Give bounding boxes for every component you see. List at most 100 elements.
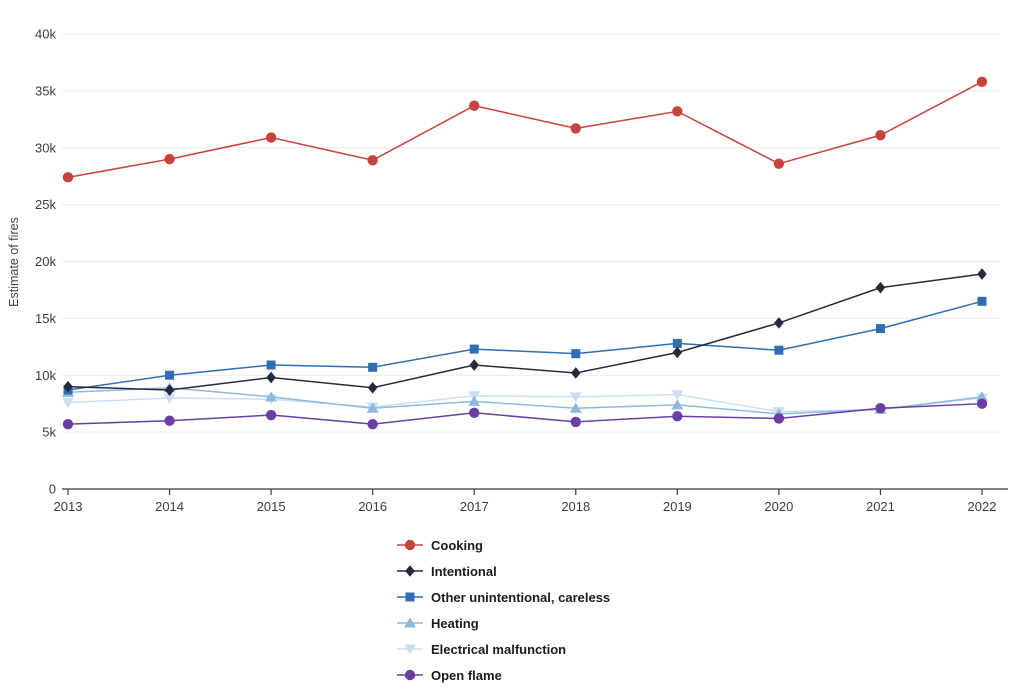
data-point-open-flame bbox=[672, 411, 683, 422]
data-point-cooking bbox=[265, 132, 277, 143]
legend-item-electrical-malfunction[interactable]: Electrical malfunction bbox=[396, 636, 610, 662]
y-axis-title: Estimate of fires bbox=[7, 217, 21, 307]
data-point-other-unintentional-careless bbox=[875, 324, 885, 334]
data-point-cooking bbox=[62, 172, 74, 183]
triangle-down-marker-icon bbox=[397, 644, 423, 655]
series-cooking bbox=[62, 76, 988, 183]
data-point-cooking bbox=[773, 158, 785, 169]
legend-item-heating[interactable]: Heating bbox=[396, 610, 610, 636]
y-tick-label: 30k bbox=[35, 140, 56, 155]
data-point-electrical-malfunction bbox=[569, 392, 582, 403]
data-point-electrical-malfunction bbox=[163, 393, 176, 404]
x-tick-label: 2020 bbox=[764, 499, 793, 514]
data-point-cooking bbox=[164, 153, 175, 165]
legend-marker-intentional bbox=[405, 565, 415, 577]
series-line-heating bbox=[67, 387, 983, 415]
x-tick-label: 2016 bbox=[358, 499, 387, 514]
x-tick-label: 2021 bbox=[866, 499, 895, 514]
x-tick-label: 2022 bbox=[968, 499, 997, 514]
circle-marker-icon bbox=[397, 669, 423, 681]
data-point-intentional bbox=[266, 371, 276, 384]
legend-label: Other unintentional, careless bbox=[431, 589, 611, 605]
y-tick-label: 10k bbox=[35, 368, 56, 383]
data-point-cooking bbox=[875, 130, 886, 141]
x-tick-label: 2013 bbox=[54, 499, 83, 514]
data-point-cooking bbox=[469, 100, 480, 111]
diamond-marker-icon bbox=[397, 565, 423, 577]
data-point-other-unintentional-careless bbox=[165, 370, 175, 380]
data-point-heating bbox=[468, 395, 481, 406]
legend-label: Intentional bbox=[431, 563, 497, 579]
data-point-other-unintentional-careless bbox=[571, 349, 581, 359]
legend-item-open-flame[interactable]: Open flame bbox=[396, 662, 610, 688]
series-line-electrical-malfunction bbox=[67, 393, 983, 413]
legend-label: Open flame bbox=[431, 667, 502, 683]
data-point-open-flame bbox=[265, 409, 277, 421]
series-electrical-malfunction bbox=[62, 390, 988, 418]
legend-item-intentional[interactable]: Intentional bbox=[396, 558, 610, 584]
x-tick-label: 2018 bbox=[561, 499, 590, 514]
data-point-intentional bbox=[164, 384, 175, 396]
y-tick-label: 40k bbox=[35, 27, 56, 42]
x-tick-label: 2014 bbox=[155, 499, 184, 514]
data-point-heating bbox=[569, 402, 582, 413]
series-heating bbox=[62, 382, 988, 419]
data-point-open-flame bbox=[469, 407, 480, 418]
data-point-other-unintentional-careless bbox=[774, 345, 784, 355]
series-line-open-flame bbox=[67, 402, 983, 425]
legend-item-other-unintentional-careless[interactable]: Other unintentional, careless bbox=[396, 584, 610, 610]
circle-marker-icon bbox=[397, 539, 423, 551]
series-other-unintentional-careless bbox=[63, 296, 987, 395]
data-point-heating bbox=[671, 399, 684, 410]
series-line-intentional bbox=[67, 273, 983, 391]
square-marker-icon bbox=[397, 592, 423, 602]
y-tick-label: 35k bbox=[35, 83, 56, 98]
x-tick-label: 2019 bbox=[663, 499, 692, 514]
data-point-intentional bbox=[63, 380, 73, 393]
plot-area: Estimate of fires 0 5k 10k 15k 20k 25k 30k 35k 4… bbox=[7, 27, 1008, 514]
data-point-open-flame bbox=[164, 415, 175, 426]
data-point-open-flame bbox=[367, 418, 378, 430]
legend-marker-cooking bbox=[404, 539, 416, 551]
x-tick-label: 2017 bbox=[460, 499, 489, 514]
data-point-intentional bbox=[875, 281, 886, 294]
data-point-intentional bbox=[469, 359, 480, 371]
y-tick-label: 20k bbox=[35, 254, 56, 269]
data-point-open-flame bbox=[773, 413, 785, 424]
y-tick-label: 15k bbox=[35, 311, 56, 326]
data-point-other-unintentional-careless bbox=[977, 296, 987, 306]
data-point-open-flame bbox=[875, 403, 886, 414]
legend-marker-other-unintentional-careless bbox=[405, 592, 415, 602]
data-point-intentional bbox=[367, 381, 378, 394]
triangle-up-marker-icon bbox=[397, 617, 423, 628]
data-point-intentional bbox=[774, 317, 784, 329]
data-point-other-unintentional-careless bbox=[469, 344, 479, 354]
legend-marker-heating bbox=[404, 617, 416, 628]
data-point-cooking bbox=[570, 123, 581, 134]
legend-marker-open-flame bbox=[404, 669, 416, 681]
legend-label: Cooking bbox=[431, 537, 483, 553]
series-layer bbox=[62, 76, 988, 430]
data-point-heating bbox=[976, 391, 988, 402]
series-intentional bbox=[63, 268, 987, 396]
legend-label: Electrical malfunction bbox=[431, 641, 567, 657]
series-line-cooking bbox=[67, 81, 983, 179]
data-point-cooking bbox=[976, 76, 988, 87]
x-tick-label: 2015 bbox=[257, 499, 286, 514]
y-tick-label: 5k bbox=[42, 425, 56, 440]
data-point-intentional bbox=[570, 367, 581, 379]
y-tick-label: 0 bbox=[49, 482, 56, 497]
legend: Cooking Intentional Other unintentional, c… bbox=[396, 532, 610, 688]
data-point-heating bbox=[265, 391, 278, 402]
data-point-open-flame bbox=[976, 398, 988, 409]
y-tick-label: 25k bbox=[35, 197, 56, 212]
data-point-other-unintentional-careless bbox=[266, 360, 276, 370]
data-point-other-unintentional-careless bbox=[672, 338, 682, 348]
legend-item-cooking[interactable]: Cooking bbox=[396, 532, 610, 558]
axis-layer: 2013 2014 2015 2016 2017 2018 2019 2020 2021 2022 bbox=[54, 488, 1008, 514]
data-point-intentional bbox=[672, 346, 683, 359]
series-open-flame bbox=[62, 398, 988, 430]
data-point-open-flame bbox=[62, 418, 74, 430]
data-point-cooking bbox=[367, 155, 378, 166]
